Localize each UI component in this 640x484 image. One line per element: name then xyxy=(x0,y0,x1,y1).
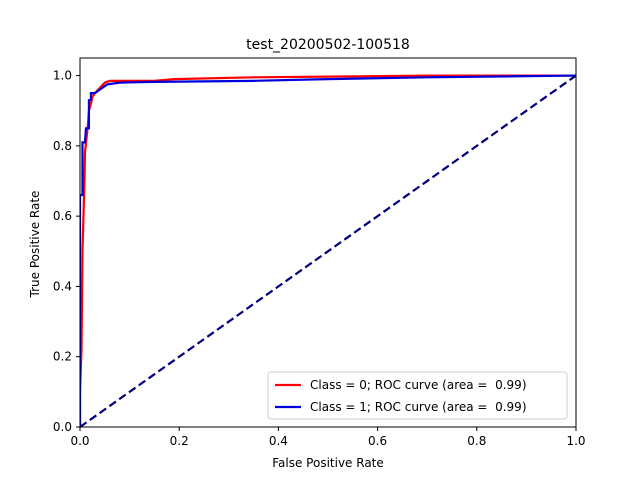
y-tick-label: 0.4 xyxy=(53,279,72,293)
chance-diagonal-line xyxy=(80,74,576,427)
legend-entry-label: Class = 0; ROC curve (area = 0.99) xyxy=(310,378,527,392)
x-tick-label: 0.0 xyxy=(70,434,89,448)
plot-frame xyxy=(79,57,577,428)
x-tick-label: 0.2 xyxy=(170,434,189,448)
y-tick-label: 0.6 xyxy=(53,209,72,223)
y-tick-label: 1.0 xyxy=(53,69,72,83)
y-axis-label: True Positive Rate xyxy=(28,191,42,299)
x-axis-label: False Positive Rate xyxy=(272,456,384,470)
plot-area xyxy=(79,57,577,428)
series-group xyxy=(80,74,576,427)
x-tick-label: 0.6 xyxy=(368,434,387,448)
x-tick-label: 0.4 xyxy=(269,434,288,448)
legend: Class = 0; ROC curve (area = 0.99) Class … xyxy=(267,371,568,420)
series-line-class-1 xyxy=(80,74,576,427)
y-tick-label: 0.2 xyxy=(53,350,72,364)
chart-title: test_20200502-100518 xyxy=(246,37,410,53)
y-tick-label: 0.8 xyxy=(53,139,72,153)
legend-entry-label: Class = 1; ROC curve (area = 0.99) xyxy=(310,400,527,414)
axis-ticks: 0.0 0.2 0.4 0.6 0.8 1.0 0.0 0.2 0.4 0.6 0.8 1.0 xyxy=(53,69,586,448)
x-tick-label: 0.8 xyxy=(467,434,486,448)
x-tick-label: 1.0 xyxy=(566,434,585,448)
y-tick-label: 0.0 xyxy=(53,420,72,434)
legend-box xyxy=(267,371,568,420)
